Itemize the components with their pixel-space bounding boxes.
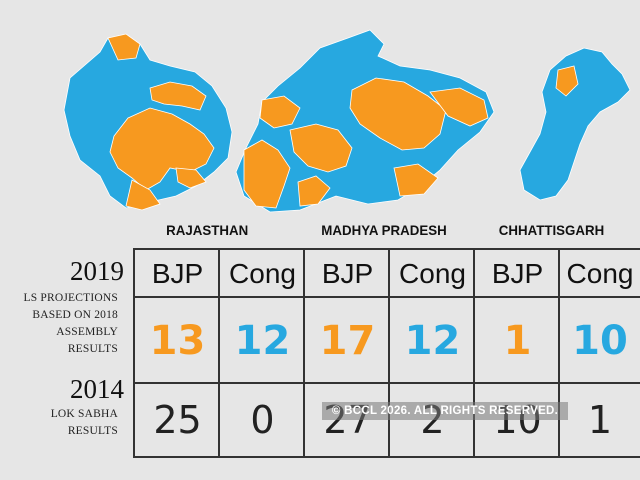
- party-header-cell: BJP: [303, 248, 390, 298]
- result-desc-line: LOK SABHA: [50, 408, 118, 420]
- state-label-rajasthan: RAJASTHAN: [166, 222, 249, 238]
- madhya-pradesh-map: [235, 29, 495, 213]
- projection-seats-cell: 10: [558, 296, 640, 384]
- result-seats-cell: 25: [133, 382, 220, 458]
- state-maps: [63, 29, 631, 213]
- state-label-madhya-pradesh: MADHYA PRADESH: [321, 222, 447, 238]
- result-seats-cell: 1: [558, 382, 640, 458]
- projection-seats-cell: 12: [388, 296, 475, 384]
- result-seats-cell: 10: [473, 382, 560, 458]
- result-description: LOK SABHA RESULTS: [0, 406, 118, 440]
- projection-description: LS PROJECTIONS BASED ON 2018 ASSEMBLY RE…: [0, 290, 118, 358]
- copyright-watermark: © BCCL 2026. ALL RIGHTS RESERVED.: [322, 402, 568, 420]
- state-label-chhattisgarh: CHHATTISGARH: [498, 222, 605, 238]
- result-year: 2014: [70, 374, 124, 404]
- party-header-cell: Cong: [388, 248, 475, 298]
- party-header-cell: BJP: [133, 248, 220, 298]
- party-header-cell: BJP: [473, 248, 560, 298]
- projection-desc-line: LS PROJECTIONS: [23, 292, 118, 304]
- projection-year: 2019: [70, 256, 124, 286]
- projection-seats-cell: 13: [133, 296, 220, 384]
- rajasthan-map: [63, 33, 233, 211]
- chhattisgarh-map: [519, 47, 631, 201]
- result-seats-cell: 0: [218, 382, 305, 458]
- projection-seats-cell: 12: [218, 296, 305, 384]
- party-header-cell: Cong: [558, 248, 640, 298]
- result-seats-cell: 27: [303, 382, 390, 458]
- projection-seats-cell: 17: [303, 296, 390, 384]
- result-seats-cell: 2: [388, 382, 475, 458]
- projection-desc-line: RESULTS: [67, 343, 118, 355]
- projection-desc-line: BASED ON 2018: [32, 309, 118, 321]
- projection-seats-cell: 1: [473, 296, 560, 384]
- projection-desc-line: ASSEMBLY: [56, 326, 118, 338]
- party-header-cell: Cong: [218, 248, 305, 298]
- result-desc-line: RESULTS: [67, 425, 118, 437]
